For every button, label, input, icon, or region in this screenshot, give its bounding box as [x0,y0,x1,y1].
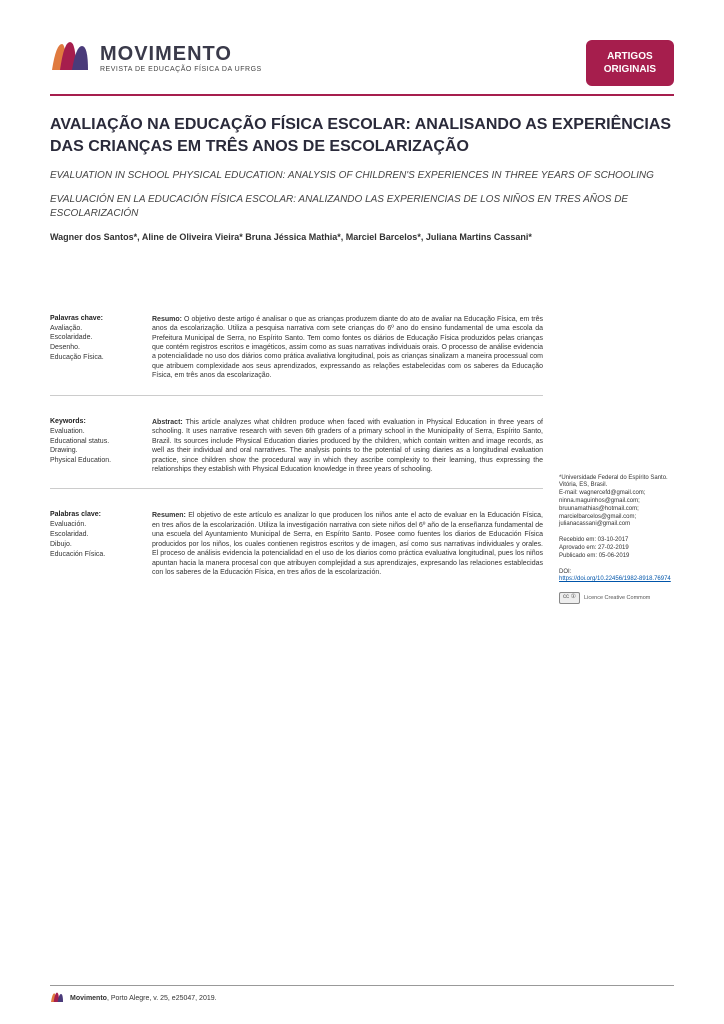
received-date: Recebido em: 03-10-2017 [559,537,674,545]
kw-label-es: Palabras clave: [50,511,140,518]
kw-item: Physical Education. [50,456,140,466]
doi-block: DOI: https://doi.org/10.22456/1982-8918.… [559,569,674,585]
affiliation-block: *Universidade Federal do Espírito Santo.… [559,475,674,530]
abstract-label-pt: Resumo: [152,316,182,323]
abstracts-column: Palavras chave: Avaliação. Escolaridade.… [50,315,543,614]
emails-text: E-mail: wagnercefd@gmail.com; ninna.magu… [559,490,674,529]
abstract-text-pt: Resumo: O objetivo deste artigo é analis… [152,315,543,381]
kw-item: Evaluation. [50,427,140,437]
page-footer: Movimento, Porto Alegre, v. 25, e25047, … [50,985,674,1004]
published-date: Publicado em: 05-06-2019 [559,553,674,561]
abstract-body-pt: O objetivo deste artigo é analisar o que… [152,316,543,380]
keywords-en: Keywords: Evaluation. Educational status… [50,418,140,475]
kw-label-en: Keywords: [50,418,140,425]
badge-line2: ORIGINAIS [604,63,656,76]
badge-line1: ARTIGOS [604,50,656,63]
keywords-pt: Palavras chave: Avaliação. Escolaridade.… [50,315,140,381]
kw-item: Educação Física. [50,353,140,363]
header-divider [50,94,674,96]
header-row: MOVIMENTO REVISTA DE EDUCAÇÃO FÍSICA DA … [50,40,674,86]
abstract-body-en: This article analyzes what children prod… [152,419,543,473]
kw-item: Desenho. [50,343,140,353]
abstract-body-es: El objetivo de este artículo es analizar… [152,512,543,576]
doi-link[interactable]: https://doi.org/10.22456/1982-8918.76974 [559,576,671,582]
abstract-label-es: Resumen: [152,512,186,519]
keywords-es: Palabras clave: Evaluación. Escolaridad.… [50,511,140,577]
kw-item: Educación Física. [50,550,140,560]
abstract-block-es: Palabras clave: Evaluación. Escolaridad.… [50,511,543,591]
license-text: Licence Creative Commom [584,595,650,602]
kw-item: Drawing. [50,446,140,456]
authors-list: Wagner dos Santos*, Aline de Oliveira Vi… [50,231,674,245]
abstract-text-en: Abstract: This article analyzes what chi… [152,418,543,475]
cc-badge-icon: cc ① [559,592,580,604]
abstract-label-en: Abstract: [152,419,183,426]
title-spanish: EVALUACIÓN EN LA EDUCACIÓN FÍSICA ESCOLA… [50,193,674,221]
kw-item: Avaliação. [50,324,140,334]
journal-title-block: MOVIMENTO REVISTA DE EDUCAÇÃO FÍSICA DA … [100,43,262,73]
journal-logo-block: MOVIMENTO REVISTA DE EDUCAÇÃO FÍSICA DA … [50,40,262,76]
abstract-block-pt: Palavras chave: Avaliação. Escolaridade.… [50,315,543,396]
kw-item: Escolaridad. [50,530,140,540]
main-content-row: Palavras chave: Avaliação. Escolaridade.… [50,315,674,614]
kw-item: Evaluación. [50,520,140,530]
kw-item: Educational status. [50,437,140,447]
approved-date: Aprovado em: 27-02-2019 [559,545,674,553]
footer-citation: , Porto Alegre, v. 25, e25047, 2019. [107,995,217,1002]
footer-journal: Movimento [70,995,107,1002]
kw-label-pt: Palavras chave: [50,315,140,322]
title-english: EVALUATION IN SCHOOL PHYSICAL EDUCATION:… [50,169,674,183]
article-type-badge: ARTIGOS ORIGINAIS [586,40,674,86]
title-portuguese: AVALIAÇÃO NA EDUCAÇÃO FÍSICA ESCOLAR: AN… [50,114,674,157]
dates-block: Recebido em: 03-10-2017 Aprovado em: 27-… [559,537,674,560]
doi-label: DOI: [559,569,674,577]
journal-name: MOVIMENTO [100,43,262,66]
side-info-column: *Universidade Federal do Espírito Santo.… [559,315,674,614]
affiliation-text: *Universidade Federal do Espírito Santo.… [559,475,674,491]
abstract-block-en: Keywords: Evaluation. Educational status… [50,418,543,490]
page: MOVIMENTO REVISTA DE EDUCAÇÃO FÍSICA DA … [0,0,724,643]
journal-subtitle: REVISTA DE EDUCAÇÃO FÍSICA DA UFRGS [100,66,262,73]
journal-logo-icon [50,40,90,76]
kw-item: Escolaridade. [50,333,140,343]
footer-logo-icon [50,992,64,1004]
abstract-text-es: Resumen: El objetivo de este artículo es… [152,511,543,577]
kw-item: Dibujo. [50,540,140,550]
